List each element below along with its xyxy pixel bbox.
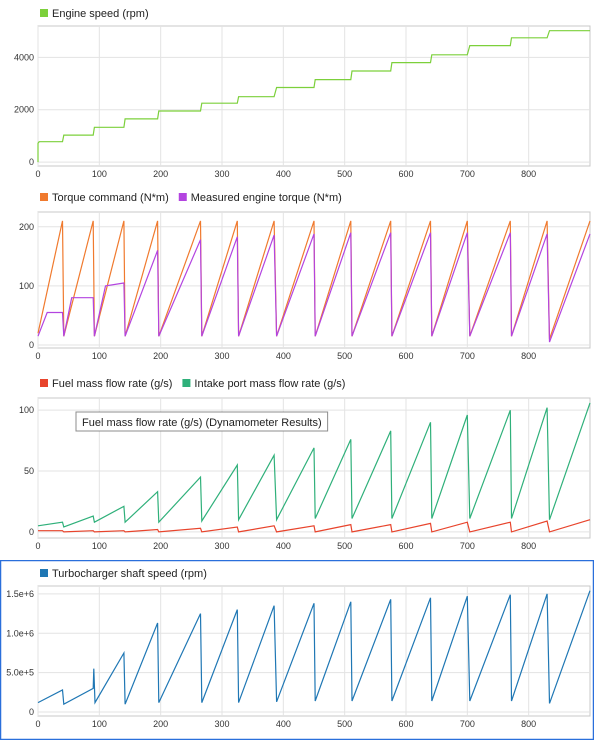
legend-label: Intake port mass flow rate (g/s) xyxy=(194,378,345,390)
y-tick-label: 1.5e+6 xyxy=(6,589,34,599)
series-line xyxy=(37,402,591,528)
x-tick-label: 600 xyxy=(398,351,413,361)
x-tick-label: 500 xyxy=(337,351,352,361)
x-tick-label: 700 xyxy=(460,351,475,361)
x-tick-label: 600 xyxy=(398,541,413,551)
x-tick-label: 800 xyxy=(521,719,536,729)
x-tick-label: 800 xyxy=(521,541,536,551)
y-tick-label: 0 xyxy=(29,707,34,717)
x-tick-label: 500 xyxy=(337,169,352,179)
y-tick-label: 0 xyxy=(29,157,34,167)
x-tick-label: 100 xyxy=(92,541,107,551)
tooltip-text: Fuel mass flow rate (g/s) (Dynamometer R… xyxy=(82,417,322,429)
x-tick-label: 300 xyxy=(214,351,229,361)
legend-label: Turbocharger shaft speed (rpm) xyxy=(52,568,207,580)
x-tick-label: 200 xyxy=(153,169,168,179)
x-tick-label: 700 xyxy=(460,169,475,179)
legend-swatch xyxy=(178,193,187,201)
x-tick-label: 700 xyxy=(460,541,475,551)
y-tick-label: 1.0e+6 xyxy=(6,628,34,638)
legend-label: Measured engine torque (N*m) xyxy=(191,192,342,204)
x-tick-label: 500 xyxy=(337,541,352,551)
y-tick-label: 0 xyxy=(29,340,34,350)
plot-area xyxy=(37,25,591,167)
x-tick-label: 200 xyxy=(153,541,168,551)
series-line xyxy=(37,220,591,340)
series-line xyxy=(37,590,591,706)
legend-swatch xyxy=(182,379,191,387)
y-tick-label: 2000 xyxy=(14,105,34,115)
x-tick-label: 400 xyxy=(276,169,291,179)
x-tick-label: 800 xyxy=(521,351,536,361)
x-tick-label: 0 xyxy=(35,351,40,361)
x-tick-label: 400 xyxy=(276,719,291,729)
x-tick-label: 700 xyxy=(460,719,475,729)
x-tick-label: 300 xyxy=(214,719,229,729)
x-tick-label: 400 xyxy=(276,351,291,361)
legend-label: Torque command (N*m) xyxy=(52,192,169,204)
x-tick-label: 600 xyxy=(398,719,413,729)
x-tick-label: 200 xyxy=(153,719,168,729)
legend-label: Engine speed (rpm) xyxy=(52,8,149,20)
chart-3: Fuel mass flow rate (g/s) Intake port mas… xyxy=(19,378,591,551)
x-tick-label: 400 xyxy=(276,541,291,551)
legend-swatch xyxy=(40,9,48,17)
y-tick-label: 200 xyxy=(19,222,34,232)
x-tick-label: 800 xyxy=(521,169,536,179)
x-tick-label: 200 xyxy=(153,351,168,361)
x-tick-label: 300 xyxy=(214,169,229,179)
legend-swatch xyxy=(40,569,48,577)
series-line xyxy=(37,232,591,343)
y-tick-label: 5.0e+5 xyxy=(6,668,34,678)
y-tick-label: 4000 xyxy=(14,52,34,62)
series-line xyxy=(37,30,590,163)
x-tick-label: 0 xyxy=(35,719,40,729)
chart-1: Engine speed (rpm) 0 100 200 300 400 500 600 700… xyxy=(14,8,591,179)
x-tick-label: 0 xyxy=(35,541,40,551)
legend-swatch xyxy=(40,379,48,387)
y-tick-label: 50 xyxy=(24,466,34,476)
y-tick-label: 100 xyxy=(19,405,34,415)
series-line xyxy=(38,519,591,533)
x-tick-label: 600 xyxy=(398,169,413,179)
legend-label: Fuel mass flow rate (g/s) xyxy=(52,378,172,390)
y-tick-label: 100 xyxy=(19,281,34,291)
x-tick-label: 500 xyxy=(337,719,352,729)
x-tick-label: 100 xyxy=(92,351,107,361)
legend-swatch xyxy=(40,193,48,201)
tooltip-box: Fuel mass flow rate (g/s) (Dynamometer R… xyxy=(75,411,329,432)
chart-4: Turbocharger shaft speed (rpm) 0 100 200 300… xyxy=(0,560,594,740)
tooltip-frame xyxy=(75,411,329,432)
chart-2: Torque command (N*m) Measured engine torq… xyxy=(19,192,591,361)
x-tick-label: 300 xyxy=(214,541,229,551)
x-tick-label: 100 xyxy=(92,169,107,179)
y-tick-label: 0 xyxy=(29,527,34,537)
x-tick-label: 100 xyxy=(92,719,107,729)
x-tick-label: 0 xyxy=(35,169,40,179)
